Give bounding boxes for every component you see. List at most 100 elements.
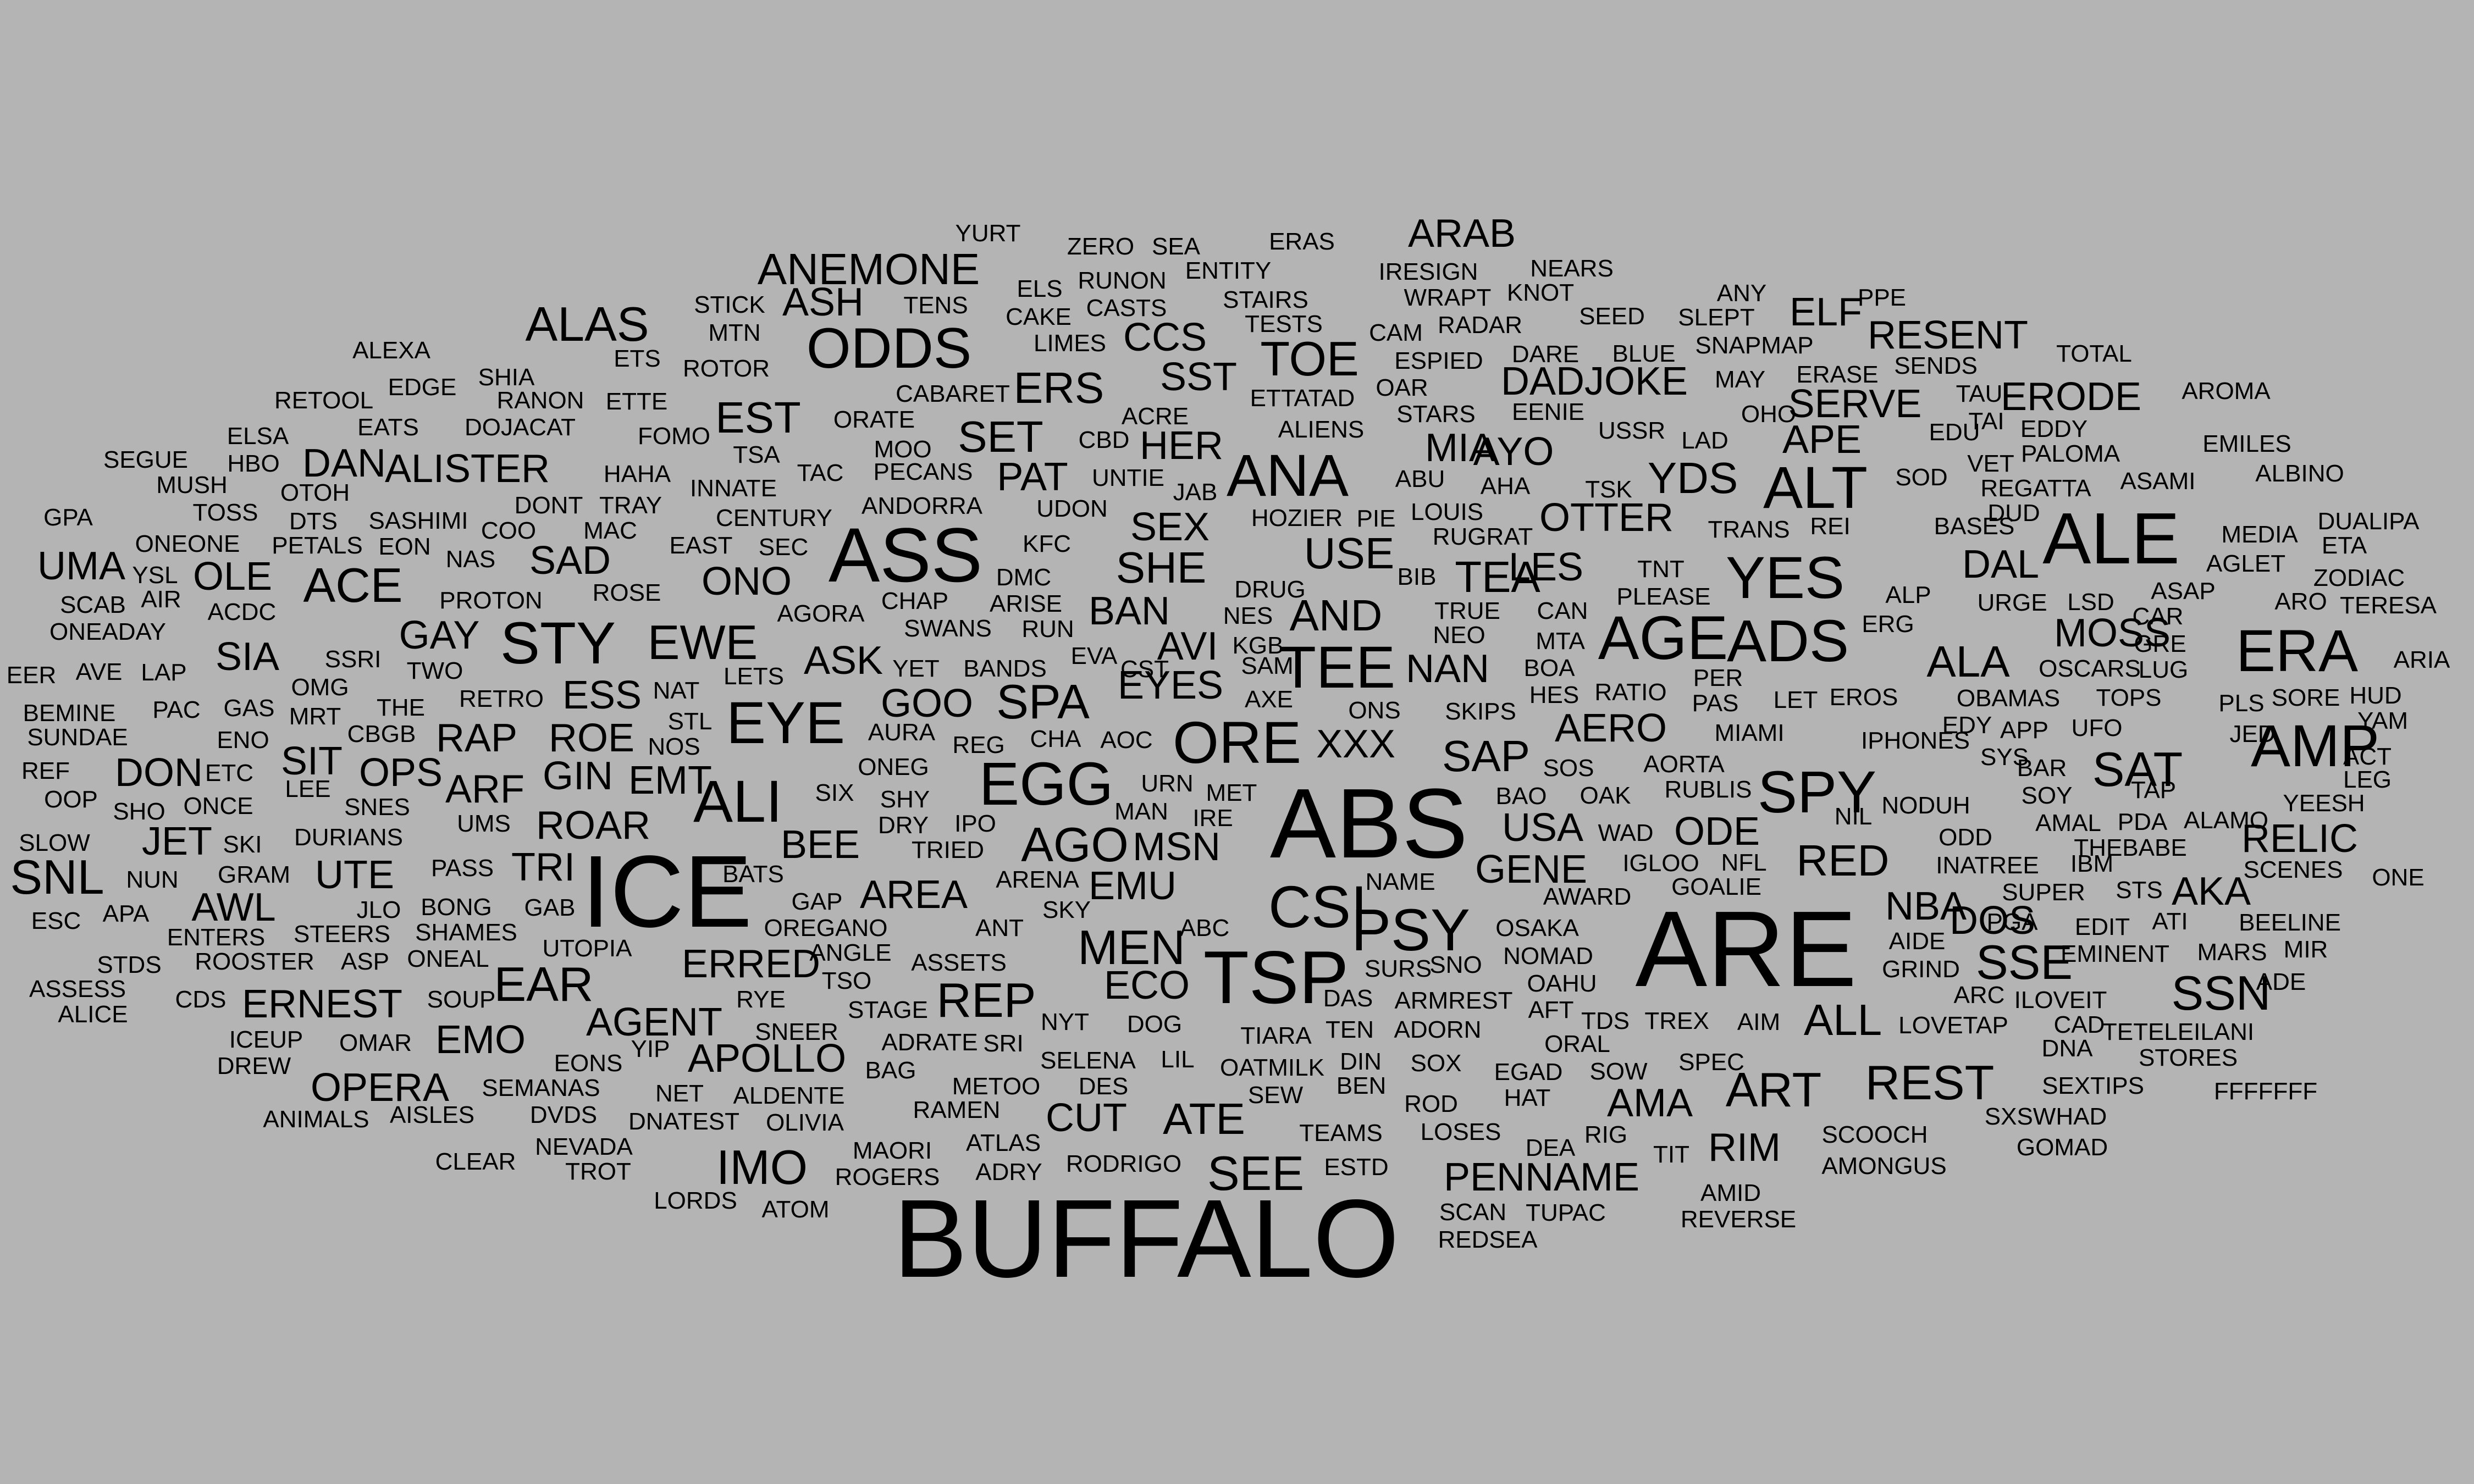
word-man: MAN bbox=[1114, 798, 1168, 825]
word-gpa: GPA bbox=[43, 504, 93, 531]
word-enters: ENTERS bbox=[167, 924, 266, 951]
word-ettatad: ETTATAD bbox=[1250, 385, 1355, 412]
word-ranon: RANON bbox=[496, 387, 584, 414]
word-ratio: RATIO bbox=[1594, 679, 1667, 706]
word-redsea: REDSEA bbox=[1438, 1226, 1538, 1253]
word-eta: ETA bbox=[2321, 532, 2367, 559]
word-els: ELS bbox=[1017, 275, 1063, 302]
word-tnt: TNT bbox=[1637, 556, 1685, 583]
word-tsk: TSK bbox=[1585, 476, 1632, 503]
word-atom: ATOM bbox=[761, 1196, 830, 1223]
word-ago: AGO bbox=[1021, 817, 1129, 872]
word-sit: SIT bbox=[280, 739, 343, 783]
word-boa: BOA bbox=[1523, 655, 1575, 682]
word-emt: EMT bbox=[628, 758, 712, 802]
word-edit: EDIT bbox=[2074, 913, 2130, 940]
word-lil: LIL bbox=[1161, 1046, 1195, 1073]
word-arc: ARC bbox=[1953, 982, 2005, 1009]
word-ufo: UFO bbox=[2071, 715, 2123, 741]
word-dvds: DVDS bbox=[529, 1101, 598, 1128]
word-armrest: ARMREST bbox=[1394, 987, 1513, 1014]
word-iresign: IRESIGN bbox=[1378, 258, 1478, 285]
word-eats: EATS bbox=[357, 414, 419, 441]
word-haha: HAHA bbox=[603, 461, 671, 488]
word-aim: AIM bbox=[1737, 1009, 1781, 1036]
word-ana: ANA bbox=[1226, 442, 1349, 508]
word-ban: BAN bbox=[1088, 589, 1170, 633]
word-apollo: APOLLO bbox=[687, 1037, 847, 1081]
word-per: PER bbox=[1693, 665, 1743, 691]
word-aura: AURA bbox=[868, 719, 936, 746]
word-rotor: ROTOR bbox=[682, 355, 770, 382]
word-sia: SIA bbox=[215, 635, 280, 679]
word-segue: SEGUE bbox=[103, 446, 189, 473]
word-thebabe: THEBABE bbox=[2074, 834, 2187, 861]
word-otter: OTTER bbox=[1539, 496, 1674, 540]
word-durians: DURIANS bbox=[294, 824, 404, 851]
word-acre: ACRE bbox=[1121, 403, 1189, 430]
word-aft: AFT bbox=[1528, 996, 1574, 1023]
word-ref: REF bbox=[21, 757, 70, 784]
word-egg: EGG bbox=[979, 750, 1114, 818]
word-scan: SCAN bbox=[1439, 1199, 1507, 1226]
word-sow: SOW bbox=[1589, 1058, 1648, 1085]
word-moss: MOSS bbox=[2053, 611, 2171, 655]
word-gin: GIN bbox=[542, 754, 614, 798]
word-kfc: KFC bbox=[1023, 530, 1071, 557]
word-louis: LOUIS bbox=[1410, 499, 1484, 525]
word-rooster: ROOSTER bbox=[195, 948, 314, 975]
word-scab: SCAB bbox=[60, 591, 126, 618]
word-aro: ARO bbox=[2274, 588, 2327, 615]
word-dud: DUD bbox=[1987, 500, 2040, 527]
word-ten: TEN bbox=[1326, 1016, 1374, 1043]
word-oscars: OSCARS bbox=[2039, 655, 2141, 682]
word-east: EAST bbox=[669, 532, 733, 559]
word-soy: SOY bbox=[2021, 782, 2073, 809]
word-dadjoke: DADJOKE bbox=[1500, 359, 1688, 403]
word-ass: ASS bbox=[828, 512, 983, 598]
word-acdc: ACDC bbox=[207, 599, 277, 625]
word-ssn: SSN bbox=[2171, 966, 2271, 1020]
word-sew: SEW bbox=[1247, 1082, 1304, 1109]
word-fomo: FOMO bbox=[638, 423, 710, 450]
word-aka: AKA bbox=[2171, 870, 2251, 913]
word-pat: PAT bbox=[997, 455, 1068, 499]
word-oneg: ONEG bbox=[858, 754, 929, 780]
word-ccs: CCS bbox=[1123, 315, 1207, 359]
word-trot: TROT bbox=[565, 1158, 631, 1185]
word-car: CAR bbox=[2132, 603, 2184, 630]
word-era: ERA bbox=[2235, 617, 2359, 684]
word-blue: BLUE bbox=[1612, 340, 1676, 367]
word-ette: ETTE bbox=[605, 388, 668, 415]
word-oar: OAR bbox=[1376, 374, 1428, 401]
word-all: ALL bbox=[1803, 995, 1882, 1044]
word-regatta: REGATTA bbox=[1980, 475, 2091, 502]
word-yet: YET bbox=[892, 655, 940, 682]
word-sri: SRI bbox=[983, 1030, 1024, 1057]
word-jlo: JLO bbox=[356, 896, 401, 923]
word-shames: SHAMES bbox=[415, 919, 517, 946]
word-oho: OHO bbox=[1741, 401, 1797, 428]
word-cut: CUT bbox=[1046, 1096, 1127, 1140]
word-gay: GAY bbox=[399, 613, 480, 657]
word-espied: ESPIED bbox=[1394, 347, 1483, 374]
word-rei: REI bbox=[1810, 513, 1851, 540]
word-sam: SAM bbox=[1241, 652, 1294, 679]
word-see: SEE bbox=[1207, 1146, 1305, 1200]
word-assets: ASSETS bbox=[911, 949, 1007, 976]
word-eons: EONS bbox=[554, 1050, 623, 1077]
word-olivia: OLIVIA bbox=[766, 1109, 844, 1136]
word-penname: PENNAME bbox=[1443, 1155, 1640, 1199]
word-nfl: NFL bbox=[1721, 849, 1767, 876]
word-drew: DREW bbox=[217, 1053, 291, 1079]
word-tit: TIT bbox=[1653, 1141, 1689, 1168]
word-nil: NIL bbox=[1834, 803, 1873, 830]
word-oregano: OREGANO bbox=[764, 915, 888, 942]
word-ysl: YSL bbox=[132, 562, 178, 589]
word-run: RUN bbox=[1021, 616, 1074, 643]
word-neo: NEO bbox=[1433, 622, 1485, 649]
word-alt: ALT bbox=[1763, 454, 1868, 520]
word-total: TOTAL bbox=[2056, 340, 2132, 367]
word-alexa: ALEXA bbox=[352, 337, 430, 364]
word-tai: TAI bbox=[1968, 408, 2004, 435]
